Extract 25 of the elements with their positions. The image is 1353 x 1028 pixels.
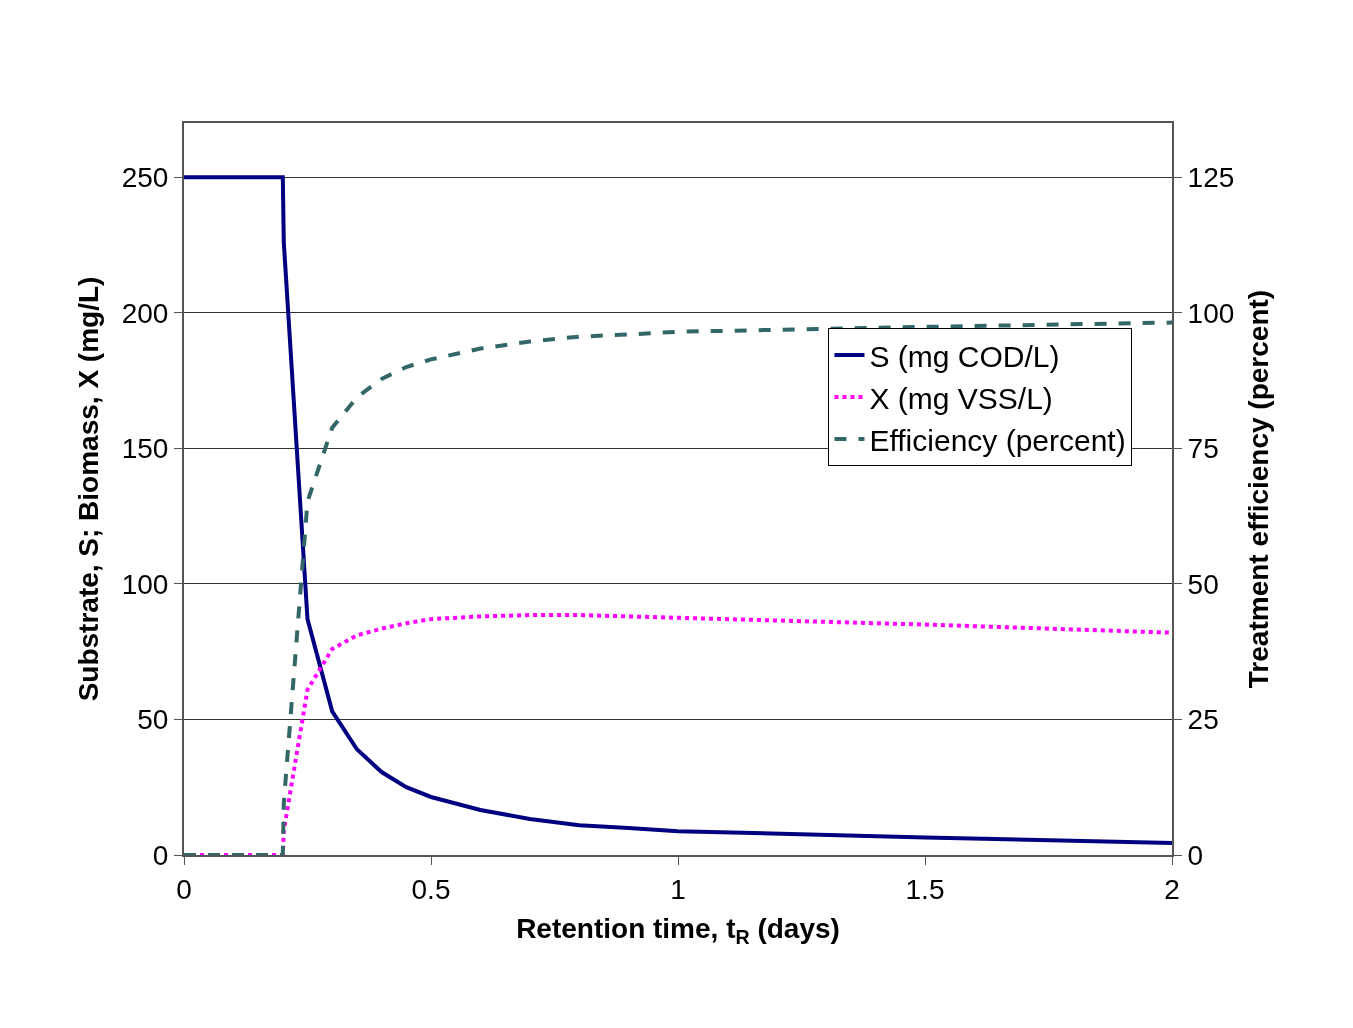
- y-tick-label: 250: [121, 162, 169, 194]
- y2-tick-label: 25: [1187, 704, 1219, 736]
- y-axis-title: Substrate, S; Biomass, X (mg/L): [72, 276, 104, 702]
- y-tick-label: 50: [137, 704, 169, 736]
- x-axis-title: Retention time, t$_{R}$ (days): [516, 913, 840, 949]
- x-tick-label: 0.5: [411, 873, 451, 905]
- legend-label: S (mg COD/L): [869, 339, 1060, 373]
- x-tick-label: 2: [1164, 873, 1180, 905]
- line-series: [184, 175, 1172, 846]
- y2-tick-label: 0: [1187, 839, 1204, 871]
- y2-tick-label: 125: [1187, 162, 1235, 194]
- x-tick-label: 1: [670, 873, 686, 905]
- legend-label: Efficiency (percent): [869, 423, 1126, 457]
- y2-tick-label: 100: [1187, 297, 1235, 329]
- y-tick-label: 200: [121, 297, 169, 329]
- y-tick-label: 0: [152, 839, 169, 871]
- x-tick-label: 0: [176, 873, 192, 905]
- y-tick-label: 100: [121, 568, 169, 600]
- y2-tick-label: 75: [1187, 433, 1219, 465]
- y2-axis-title: Treatment efficiency (percent): [1242, 289, 1274, 689]
- legend-label: X (mg VSS/L): [869, 381, 1053, 415]
- y2-tick-label: 50: [1187, 568, 1219, 600]
- x-tick-label: 1.5: [905, 873, 945, 905]
- line-series: [184, 320, 1172, 855]
- y-tick-label: 150: [121, 433, 169, 465]
